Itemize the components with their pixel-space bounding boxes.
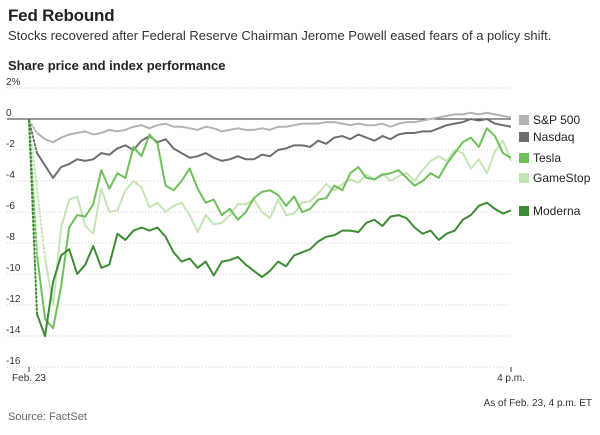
y-tick-label: -8	[6, 232, 15, 243]
series-line-gamestop	[44, 139, 512, 306]
series-lead-tesla	[28, 119, 39, 257]
y-tick-label: 0	[6, 108, 12, 119]
legend-label-tesla: Tesla	[533, 151, 561, 165]
legend-swatch-moderna	[519, 206, 529, 216]
y-tick-label: -6	[6, 201, 15, 212]
source-note: Source: FactSet	[8, 411, 87, 423]
y-tick-label: -16	[6, 356, 21, 367]
legend-swatch-gamestop	[519, 173, 529, 183]
legend-swatch-tesla	[519, 153, 529, 163]
chart-heading: Share price and index performance	[8, 58, 226, 73]
y-tick-label: -2	[6, 139, 15, 150]
series-layer	[28, 111, 512, 337]
chart-title: Fed Rebound	[8, 6, 115, 25]
y-tick-label: -4	[6, 170, 15, 181]
series-lead-nasdaq	[28, 119, 39, 155]
x-tick-label: Feb. 23	[12, 373, 46, 384]
series-line-nasdaq	[36, 118, 512, 179]
series-line-s-p-500	[36, 111, 512, 144]
grid-layer	[7, 87, 511, 368]
series-lead-s-p-500	[28, 119, 39, 134]
legend-label-s-p-500: S&P 500	[533, 113, 580, 127]
legend: S&P 500 Nasdaq Tesla GameStop Moderna	[519, 113, 591, 218]
axis-layer: 2% 0 -2 -4 -6 -8 -10 -12 -14 -16 Feb. 23 4 p.m.	[6, 77, 525, 384]
x-tick-label: 4 p.m.	[497, 373, 525, 384]
legend-swatch-nasdaq	[519, 132, 529, 142]
legend-swatch-s-p-500	[519, 115, 529, 125]
chart-subtitle: Stocks recovered after Federal Reserve C…	[8, 28, 552, 43]
y-tick-label: 2%	[6, 77, 21, 88]
as-of-note: As of Feb. 23, 4 p.m. ET	[483, 398, 592, 409]
series-lead-gamestop	[28, 119, 47, 260]
series-line-tesla	[36, 127, 512, 330]
legend-label-gamestop: GameStop	[533, 171, 591, 185]
y-tick-label: -14	[6, 325, 21, 336]
series-lead-moderna	[28, 119, 39, 316]
series-line-moderna	[36, 201, 512, 337]
line-chart: S&P 500 Nasdaq Tesla GameStop Moderna 2% 0 -2 -…	[6, 77, 591, 384]
y-tick-label: -10	[6, 263, 21, 274]
legend-label-nasdaq: Nasdaq	[533, 130, 574, 144]
y-tick-label: -12	[6, 294, 21, 305]
legend-label-moderna: Moderna	[533, 204, 581, 218]
